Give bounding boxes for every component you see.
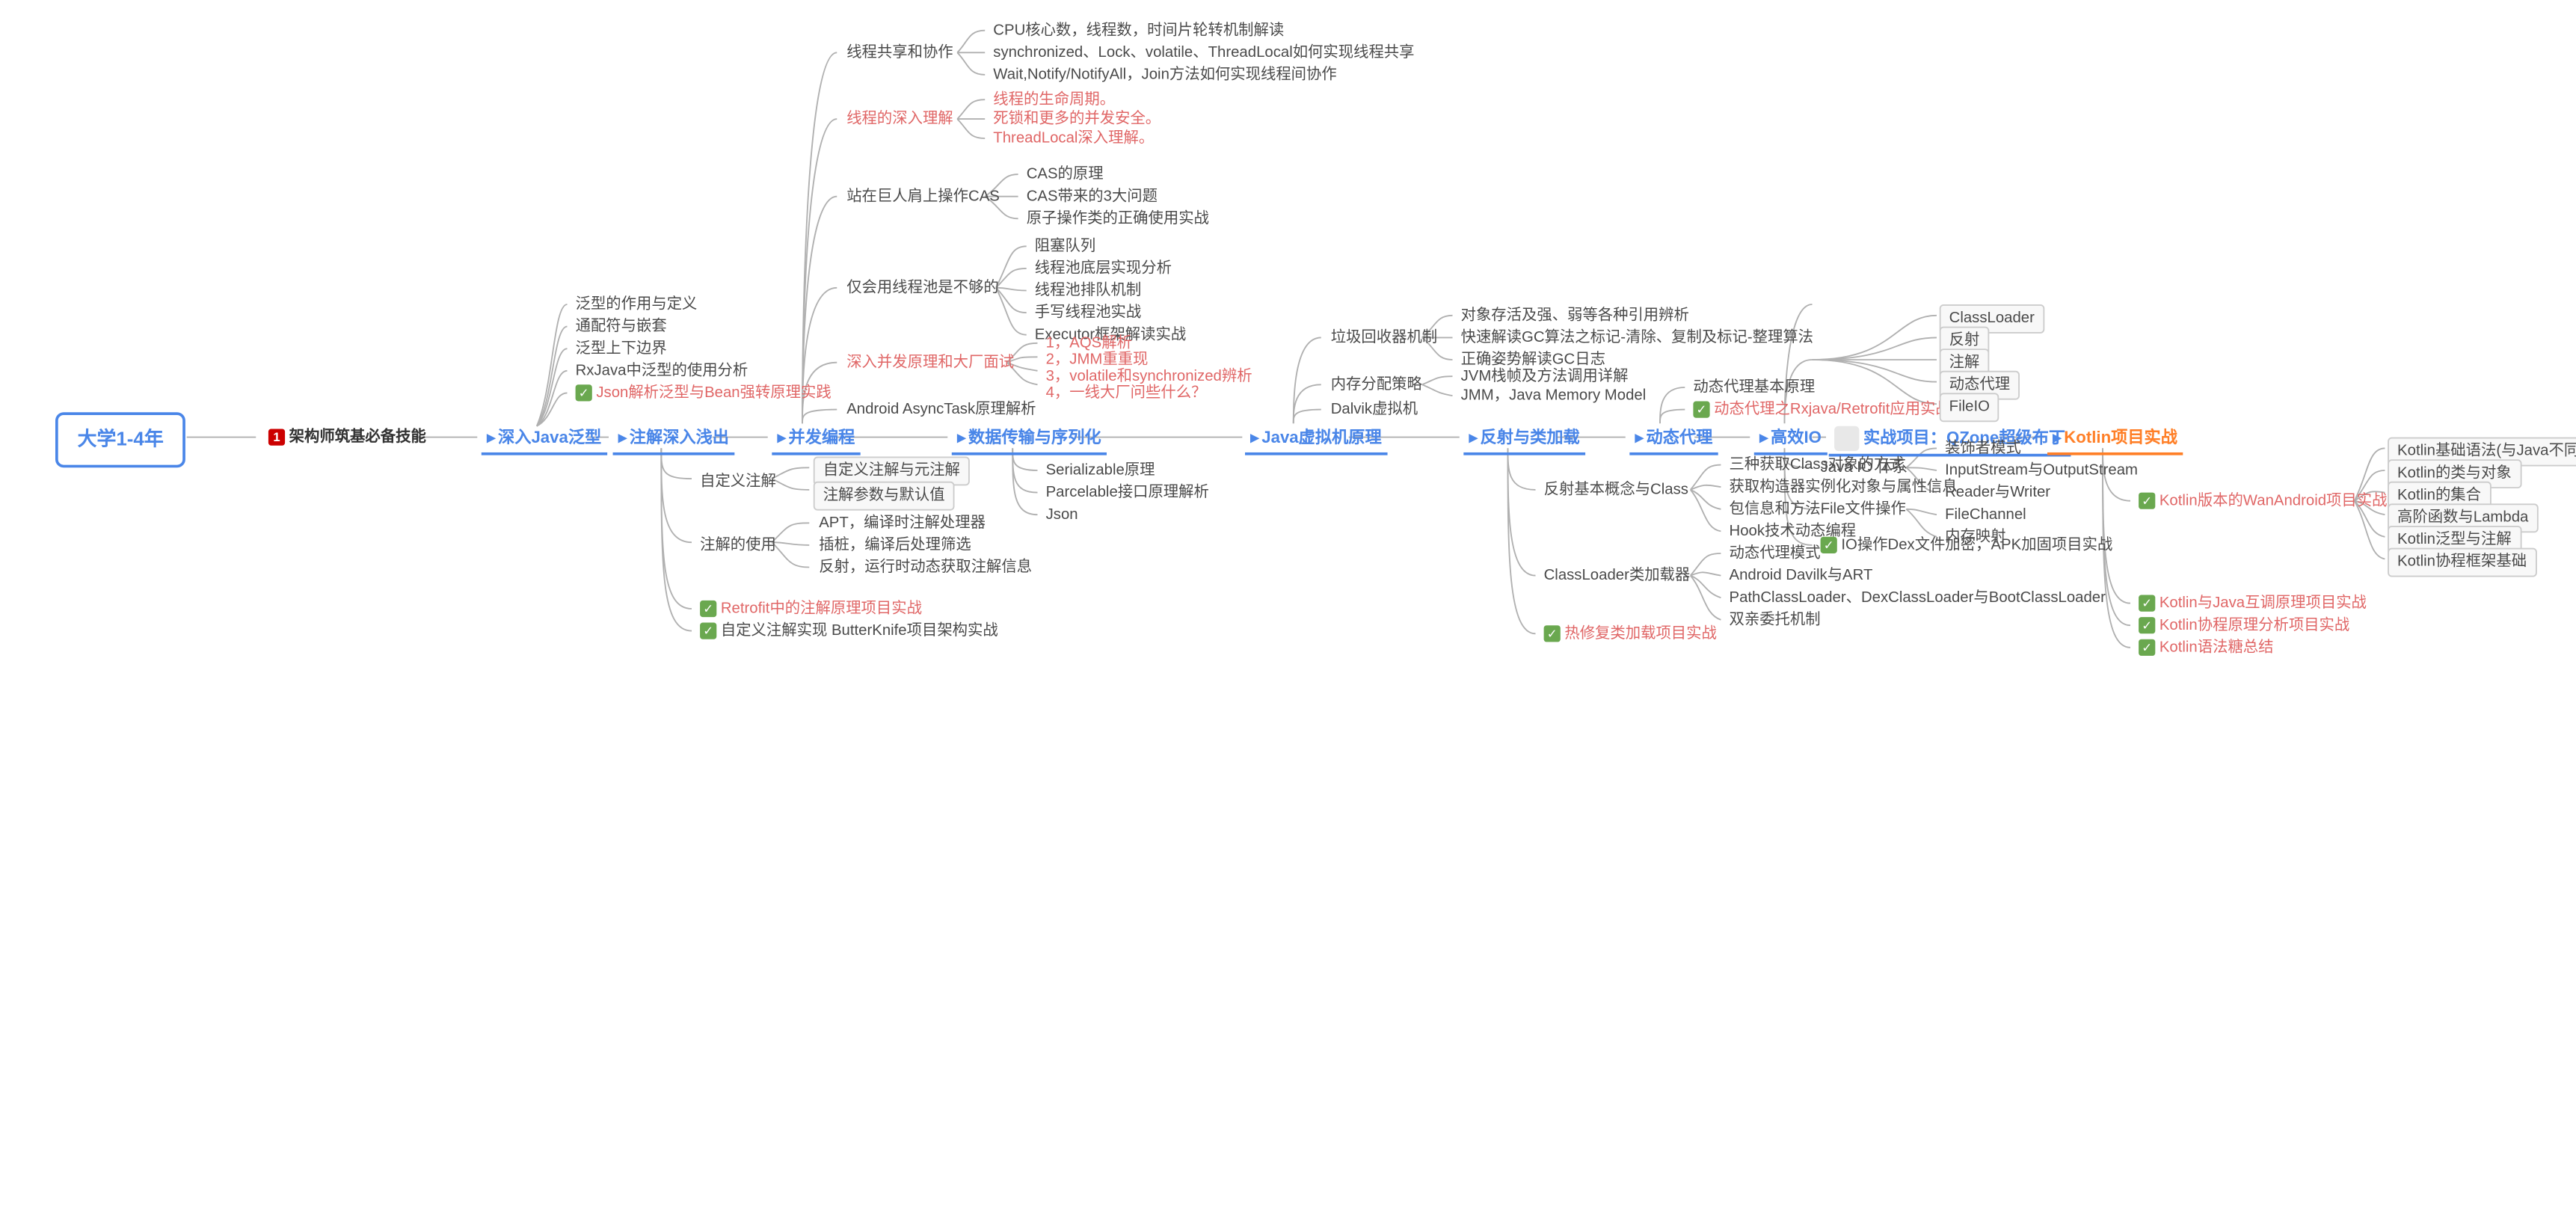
jvm-dalvik: Dalvik虚拟机	[1325, 399, 1423, 423]
conc-share-0: CPU核心数，线程数，时间片轮转机制解读	[988, 19, 1290, 43]
conc-deep-2: ThreadLocal深入理解。	[988, 127, 1160, 151]
conc-pool[interactable]: 仅会用线程池是不够的	[841, 277, 1004, 301]
ser-2: Json	[1040, 503, 1083, 527]
io-j1: InputStream与OutputStream	[1940, 459, 2144, 483]
jvm-mem[interactable]: 内存分配策略	[1325, 374, 1427, 398]
refl-l1: Android Davilk与ART	[1724, 565, 1878, 589]
ser-1: Parcelable接口原理解析	[1040, 482, 1214, 506]
generics-item-1: 通配符与嵌套	[570, 316, 672, 340]
refl-hotfix: 热修复类加载项目实战	[1538, 623, 1722, 647]
refl-l2: PathClassLoader、DexClassLoader与BootClass…	[1724, 586, 2111, 610]
conc-cas-2: 原子操作类的正确使用实战	[1021, 208, 1214, 232]
hub-serialization[interactable]: 数据传输与序列化	[952, 425, 1107, 455]
hub-reflection[interactable]: 反射与类加载	[1463, 425, 1585, 455]
conc-cas-1: CAS带来的3大问题	[1021, 185, 1163, 209]
io-j0: 装饰者模式	[1940, 437, 2027, 461]
jvm-gc-0: 对象存活及强、弱等各种引用辨析	[1455, 304, 1694, 328]
conc-share[interactable]: 线程共享和协作	[841, 42, 959, 66]
generics-item-2: 泛型上下边界	[570, 337, 672, 361]
annot-use-0: APT，编译时注解处理器	[814, 512, 992, 536]
hub-annotations[interactable]: 注解深入浅出	[613, 425, 735, 455]
hub-concurrency[interactable]: 并发编程	[772, 425, 860, 455]
annot-use-1: 插桩，编译后处理筛选	[814, 534, 977, 558]
kot-e1: Kotlin协程原理分析项目实战	[2133, 614, 2355, 638]
jvm-gc-1: 快速解读GC算法之标记-清除、复制及标记-整理算法	[1455, 327, 1819, 351]
conc-deep[interactable]: 线程的深入理解	[841, 108, 959, 132]
kot-e0: Kotlin与Java互调原理项目实战	[2133, 592, 2373, 616]
conc-share-2: Wait,Notify/NotifyAll，Join方法如何实现线程间协作	[988, 64, 1342, 87]
conc-pool-0: 阻塞队列	[1029, 236, 1101, 260]
generics-practice: Json解析泛型与Bean强转原理实践	[570, 382, 837, 406]
level1-node[interactable]: 架构师筑基必备技能	[263, 426, 432, 450]
hub-proxy[interactable]: 动态代理	[1629, 425, 1718, 455]
jvm-gc[interactable]: 垃圾回收器机制	[1325, 327, 1442, 351]
ser-0: Serializable原理	[1040, 459, 1161, 483]
conc-pool-3: 手写线程池实战	[1029, 301, 1146, 325]
conc-pool-2: 线程池排队机制	[1029, 280, 1146, 304]
kot-e2: Kotlin语法糖总结	[2133, 636, 2279, 660]
jvm-mem-1: JMM，Java Memory Model	[1455, 384, 1651, 408]
hub-generics[interactable]: 深入Java泛型	[482, 425, 607, 455]
refl-l3: 双亲委托机制	[1724, 609, 1826, 633]
annot-custom[interactable]: 自定义注解	[695, 470, 782, 494]
hub-jvm[interactable]: Java虚拟机原理	[1245, 425, 1387, 455]
qzone-icon	[1834, 426, 1859, 451]
io-f0: FileChannel	[1940, 503, 2032, 527]
annot-use[interactable]: 注解的使用	[695, 534, 782, 558]
conc-asynctask: Android AsyncTask原理解析	[841, 399, 1042, 423]
refl-l0: 动态代理模式	[1724, 542, 1826, 566]
generics-item-0: 泛型的作用与定义	[570, 293, 703, 317]
hub-kotlin[interactable]: Kotlin项目实战	[2047, 425, 2183, 455]
annot-custom-1: 注解参数与默认值	[814, 482, 955, 512]
io-file[interactable]: File文件操作	[1815, 498, 1911, 522]
annot-butterknife: 自定义注解实现 ButterKnife项目架构实战	[695, 620, 1003, 644]
refl-basic[interactable]: 反射基本概念与Class	[1538, 479, 1694, 503]
conc-int-3: 4，一线大厂问些什么？	[1040, 382, 1212, 406]
refl-b2: 包信息和方法	[1724, 498, 1826, 522]
annot-retrofit: Retrofit中的注解原理项目实战	[695, 598, 928, 621]
generics-item-3: RxJava中泛型的使用分析	[570, 360, 753, 384]
refl-loader[interactable]: ClassLoader类加载器	[1538, 565, 1695, 589]
io-ex-4: FileIO	[1940, 393, 1999, 423]
conc-cas-0: CAS的原理	[1021, 163, 1109, 187]
io-practice: IO操作Dex文件加密，APK加固项目实战	[1815, 534, 2118, 558]
kot-w5: Kotlin协程框架基础	[2388, 548, 2536, 578]
io-javaio[interactable]: Java IO 体系	[1815, 457, 1913, 481]
conc-cas[interactable]: 站在巨人肩上操作CAS	[841, 185, 1005, 209]
proxy-practice: 动态代理之Rxjava/Retrofit应用实战	[1688, 399, 1956, 423]
hub-io[interactable]: 高效IO	[1754, 425, 1828, 455]
kotlin-wan[interactable]: Kotlin版本的WanAndroid项目实战	[2133, 490, 2393, 514]
io-j2: Reader与Writer	[1940, 482, 2056, 506]
conc-pool-1: 线程池底层实现分析	[1029, 257, 1177, 281]
proxy-0: 动态代理基本原理	[1688, 376, 1821, 400]
root-node[interactable]: 大学1-4年	[55, 412, 185, 467]
annot-use-2: 反射，运行时动态获取注解信息	[814, 556, 1038, 580]
conc-interview[interactable]: 深入并发原理和大厂面试	[841, 351, 1020, 375]
conc-share-1: synchronized、Lock、volatile、ThreadLocal如何…	[988, 42, 1420, 66]
